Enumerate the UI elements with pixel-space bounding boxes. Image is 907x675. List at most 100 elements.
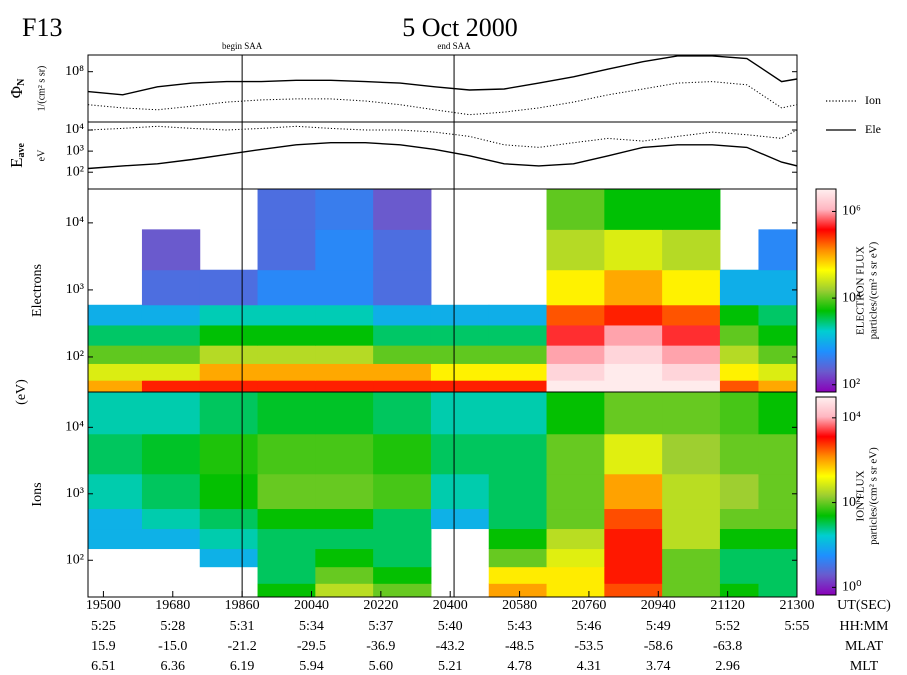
heat-cell (141, 229, 201, 271)
heat-cell (141, 380, 201, 392)
heat-cell (373, 189, 432, 230)
heat-cell (199, 324, 259, 346)
x-tick-label: 21120 (710, 598, 744, 613)
heat-cell (430, 324, 490, 346)
heat-cell (199, 345, 259, 364)
legend-label: Ion (865, 93, 881, 107)
heat-cell (662, 473, 721, 510)
heat-cell (719, 324, 759, 346)
heat-cell (199, 473, 259, 510)
x-tick-label: 20220 (363, 598, 398, 613)
x-row-name: HH:MM (839, 619, 889, 634)
x-row-value: 2.96 (715, 659, 740, 674)
colorbar-label: ION FLUX (855, 470, 867, 521)
heat-cell (488, 345, 548, 364)
colorbar-tick-label: 10⁰ (842, 580, 862, 595)
heat-cell (546, 363, 605, 381)
x-tick-label: 20580 (502, 598, 537, 613)
heat-cell (430, 345, 490, 364)
heat-cell (315, 363, 374, 381)
y-axis-label: Eave (7, 143, 27, 168)
y-tick-label: 10² (66, 164, 84, 179)
plot-area (88, 189, 797, 392)
heat-cell (758, 324, 797, 346)
heat-cell (662, 269, 721, 306)
heat-cell (719, 566, 759, 584)
heat-cell (719, 508, 759, 530)
heat-cell (662, 189, 721, 230)
heat-cell (719, 380, 759, 392)
heat-cell (546, 548, 605, 568)
heat-cell (199, 528, 259, 550)
heat-cell (373, 363, 432, 381)
y-tick-label: 10⁴ (65, 122, 84, 137)
heat-cell (758, 566, 797, 584)
heat-cell (662, 566, 721, 584)
x-tick-label: 20760 (571, 598, 606, 613)
heat-cell (315, 433, 374, 475)
y-axis-label: Electrons (30, 264, 45, 317)
heat-cell (604, 528, 663, 550)
heat-cell (373, 566, 432, 584)
heat-cell (719, 392, 759, 435)
heat-cell (719, 269, 759, 306)
heat-cell (257, 269, 316, 306)
colorbar-label: ELECTRON FLUX (855, 246, 867, 335)
x-row-name: UT(SEC) (837, 598, 891, 613)
heat-cell (141, 269, 201, 306)
heat-cell (604, 229, 663, 271)
y-tick-label: 10³ (66, 486, 84, 501)
heat-cell (257, 548, 316, 568)
colorbar-tick-label: 10² (842, 495, 860, 510)
heat-cell (662, 380, 721, 392)
heat-cell (257, 566, 316, 584)
heat-cell (315, 269, 374, 306)
heat-cell (430, 433, 490, 475)
heat-cell (373, 324, 432, 346)
heat-cell (141, 345, 201, 364)
heat-cell (662, 229, 721, 271)
heat-cell (546, 229, 605, 271)
heat-cell (315, 345, 374, 364)
colorbar-tick-label: 10⁴ (842, 410, 861, 425)
heat-cell (488, 380, 548, 392)
heat-cell (488, 392, 548, 435)
y-tick-label: 10⁸ (65, 64, 84, 79)
heat-cell (758, 229, 797, 271)
heat-cell (199, 548, 259, 568)
x-row-value: 5.60 (369, 659, 394, 674)
heat-cell (488, 508, 548, 530)
heat-cell (199, 392, 259, 435)
x-row-value: -48.5 (505, 639, 534, 654)
x-row-value: 5:31 (230, 619, 255, 634)
heat-cell (719, 345, 759, 364)
x-tick-label: 21300 (780, 598, 815, 613)
x-row-value: -36.9 (366, 639, 395, 654)
plot-area (88, 55, 797, 116)
x-row-value: 5:28 (160, 619, 185, 634)
heat-cell (546, 345, 605, 364)
heat-cell (488, 583, 548, 597)
heat-cell (88, 433, 143, 475)
heat-cell (604, 304, 663, 326)
heat-cell (604, 473, 663, 510)
heat-cell (604, 363, 663, 381)
heat-cell (199, 269, 259, 306)
x-row-value: 4.78 (507, 659, 532, 674)
heat-cell (315, 189, 374, 230)
y-axis-unit: 1/(cm² s sr) (36, 66, 47, 112)
heat-cell (141, 304, 201, 326)
x-row-value: 5:25 (91, 619, 116, 634)
heat-cell (546, 473, 605, 510)
heat-cell (662, 583, 721, 597)
y-tick-label: 10² (66, 349, 84, 364)
heat-cell (546, 380, 605, 392)
heat-cell (604, 566, 663, 584)
heat-cell (546, 583, 605, 597)
heat-cell (199, 508, 259, 530)
heat-cell (758, 345, 797, 364)
heat-cell (199, 363, 259, 381)
heat-cell (373, 548, 432, 568)
heat-cell (88, 304, 143, 326)
